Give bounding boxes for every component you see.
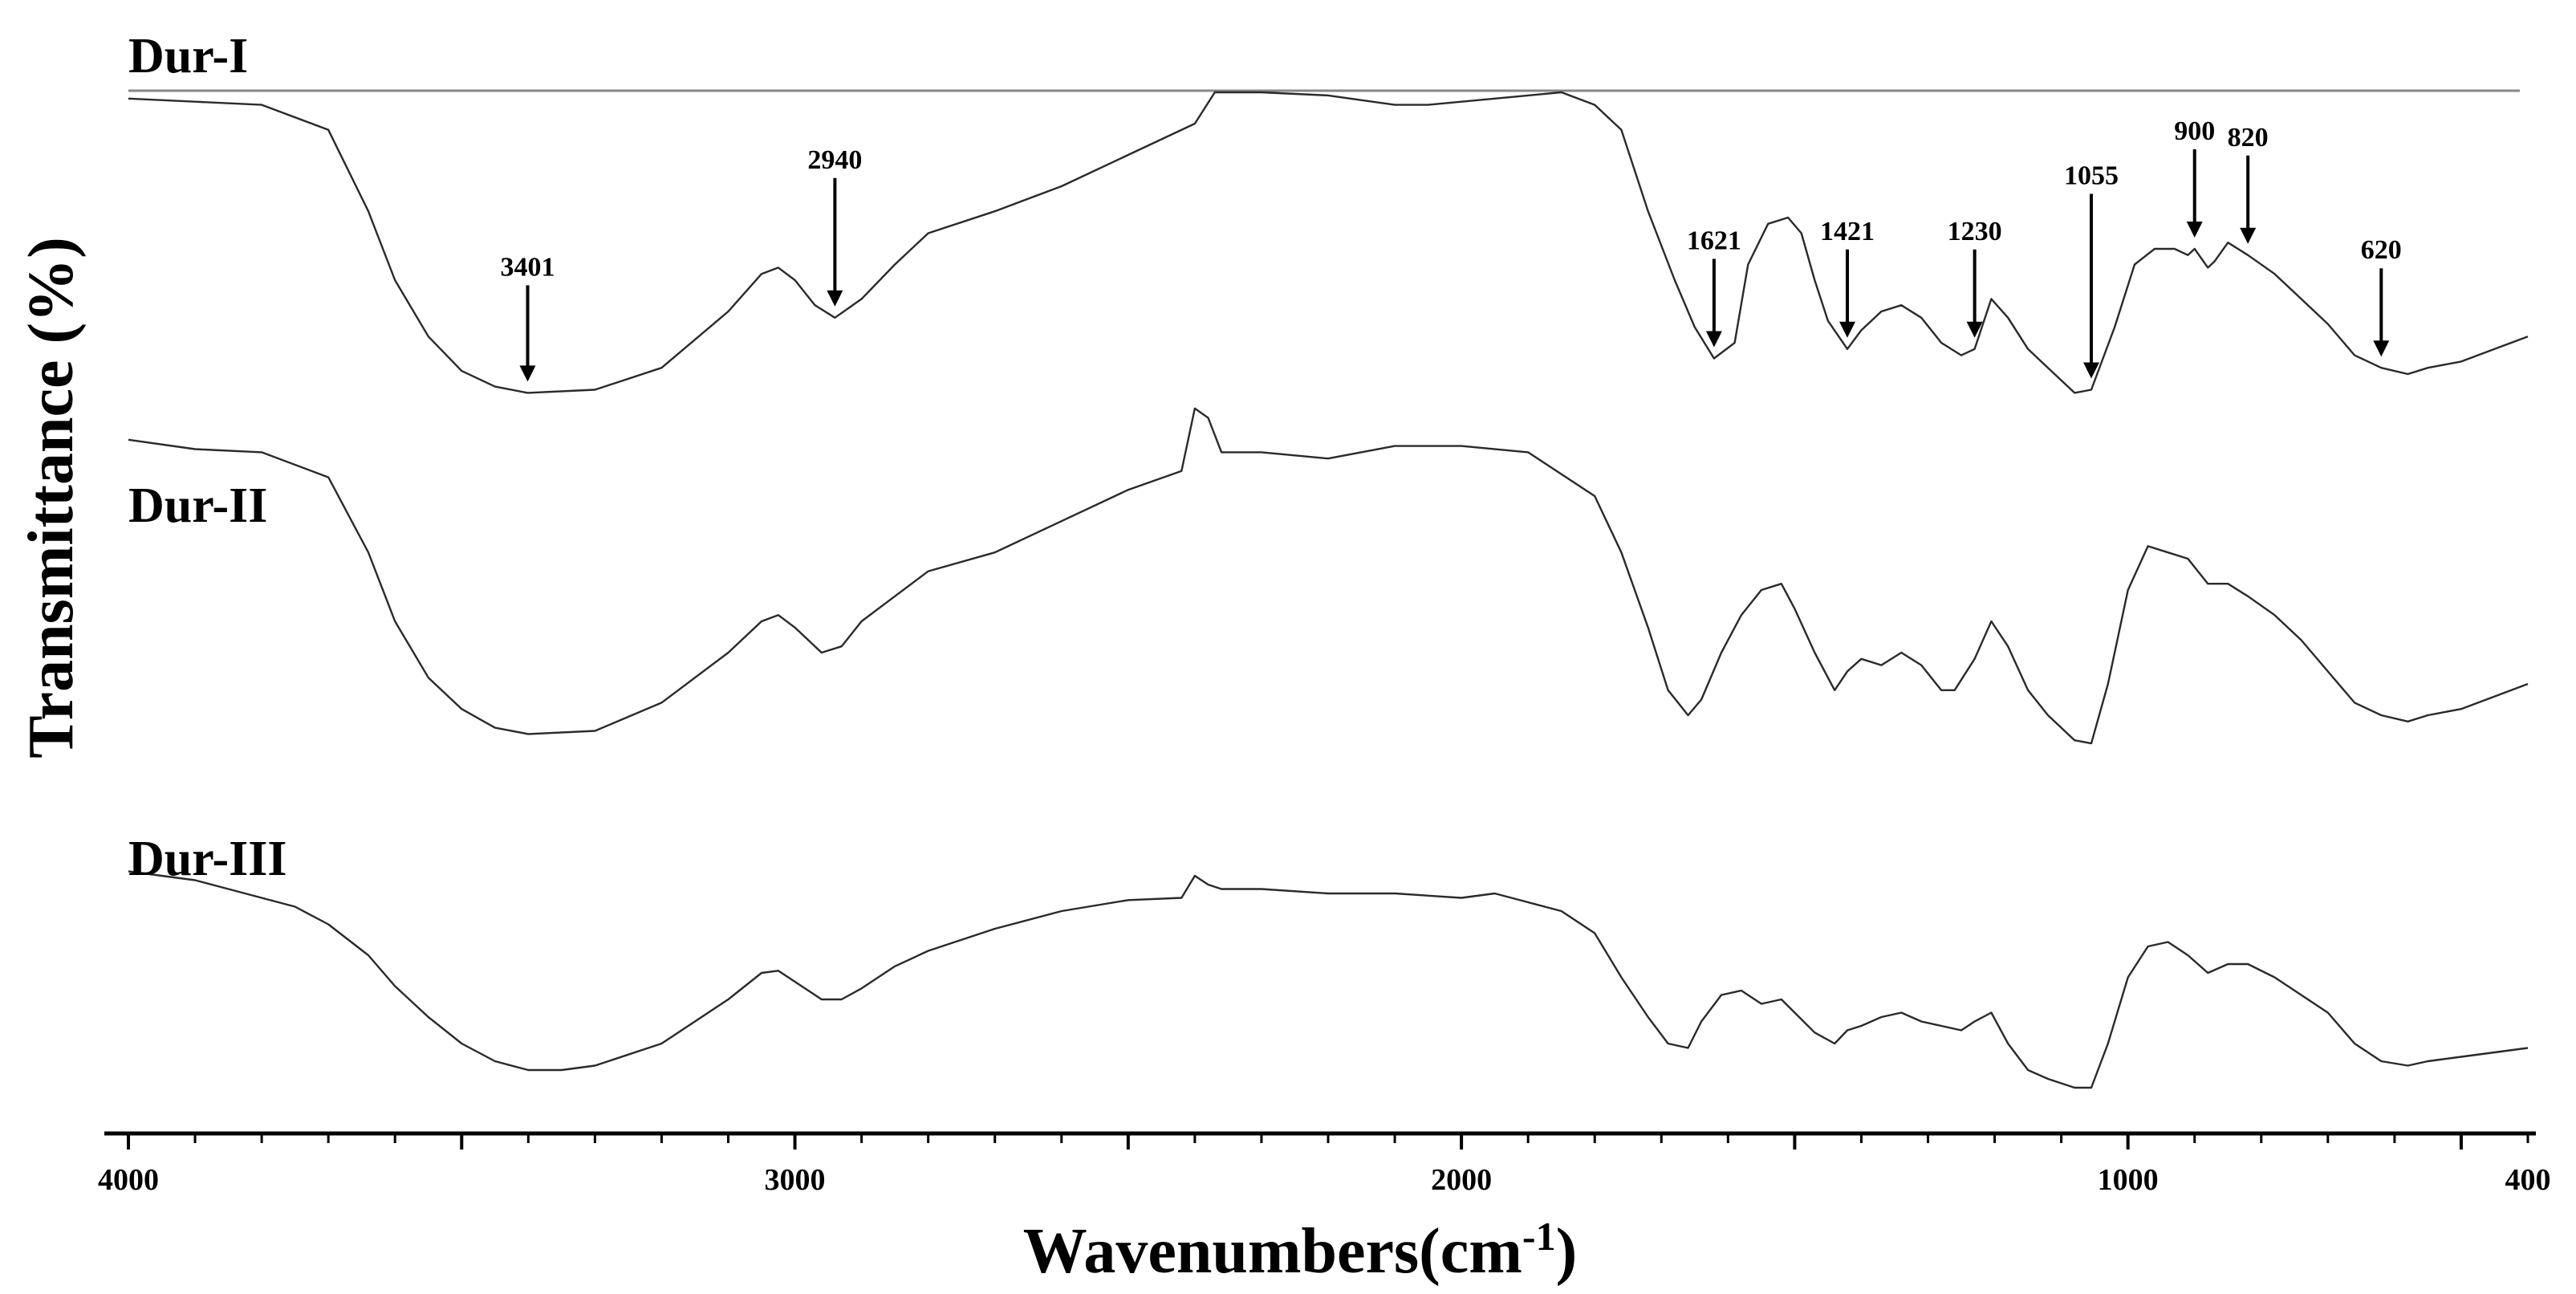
arrow-head (519, 365, 536, 382)
y-axis-title: Transmittance (%) (16, 237, 87, 759)
peak-label: 1055 (2064, 161, 2119, 191)
x-tick-label-1000: 1000 (2098, 1163, 2159, 1197)
x-tick-label-3000: 3000 (765, 1163, 826, 1197)
x-tick-label-400: 400 (2505, 1163, 2551, 1197)
peak-annotation-1230: 1230 (1948, 217, 2002, 338)
series-label-dur-iii: Dur-III (128, 832, 287, 886)
x-axis-title-main: Wavenumbers(cm (1023, 1216, 1522, 1287)
peak-label: 2940 (807, 145, 862, 175)
x-axis-title: Wavenumbers(cm-1) (1023, 1214, 1577, 1287)
series-line-dur-i (128, 91, 2529, 394)
x-axis: 4000 3000 2000 1000 400 (98, 1131, 2551, 1197)
peak-annotation-1621: 1621 (1687, 226, 1741, 348)
arrow-head (2240, 227, 2257, 244)
peak-annotation-2940: 2940 (807, 145, 862, 307)
peak-label: 1421 (1820, 217, 1875, 246)
peak-label: 900 (2174, 116, 2215, 146)
arrow-head (2373, 340, 2390, 357)
annotation-layer: 3401 2940 1621 1421 1230 1055 900 820 620 (501, 116, 2402, 382)
arrow-head (1705, 331, 1722, 348)
peak-label: 1230 (1948, 217, 2002, 246)
arrow-head (1966, 321, 1983, 338)
series-layer: Dur-I Dur-II Dur-III (128, 29, 2529, 1089)
peak-annotation-900: 900 (2174, 116, 2215, 238)
peak-annotation-620: 620 (2361, 235, 2402, 357)
peak-label: 3401 (501, 252, 555, 282)
peak-label: 820 (2228, 123, 2269, 153)
arrow-head (2186, 222, 2203, 238)
peak-annotation-820: 820 (2228, 123, 2269, 244)
x-tick-label-2000: 2000 (1431, 1163, 1492, 1197)
series-line-dur-ii (128, 407, 2529, 745)
peak-annotation-3401: 3401 (501, 252, 555, 382)
x-axis-title-end: ) (1556, 1216, 1578, 1287)
peak-annotation-1421: 1421 (1820, 217, 1875, 338)
arrow-head (1839, 321, 1856, 338)
peak-label: 1621 (1687, 226, 1741, 256)
series-label-dur-ii: Dur-II (128, 478, 267, 533)
arrow-head (2082, 362, 2099, 379)
x-axis-title-sup: -1 (1522, 1214, 1556, 1259)
series-line-dur-iii (128, 870, 2529, 1089)
arrow-head (827, 290, 843, 307)
peak-label: 620 (2361, 235, 2402, 265)
peak-annotation-1055: 1055 (2064, 161, 2119, 379)
x-tick-label-4000: 4000 (98, 1163, 159, 1197)
series-label-dur-i: Dur-I (128, 29, 248, 83)
